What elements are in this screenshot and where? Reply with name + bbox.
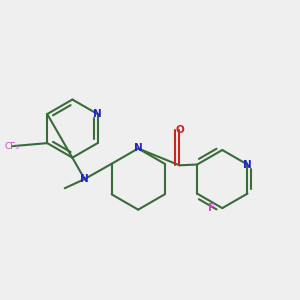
Text: N: N — [93, 109, 102, 119]
Text: CF₃: CF₃ — [4, 142, 20, 151]
Text: F: F — [208, 203, 215, 213]
Text: N: N — [80, 174, 89, 184]
Text: N: N — [243, 160, 252, 170]
Text: O: O — [175, 125, 184, 135]
Text: N: N — [134, 143, 142, 154]
